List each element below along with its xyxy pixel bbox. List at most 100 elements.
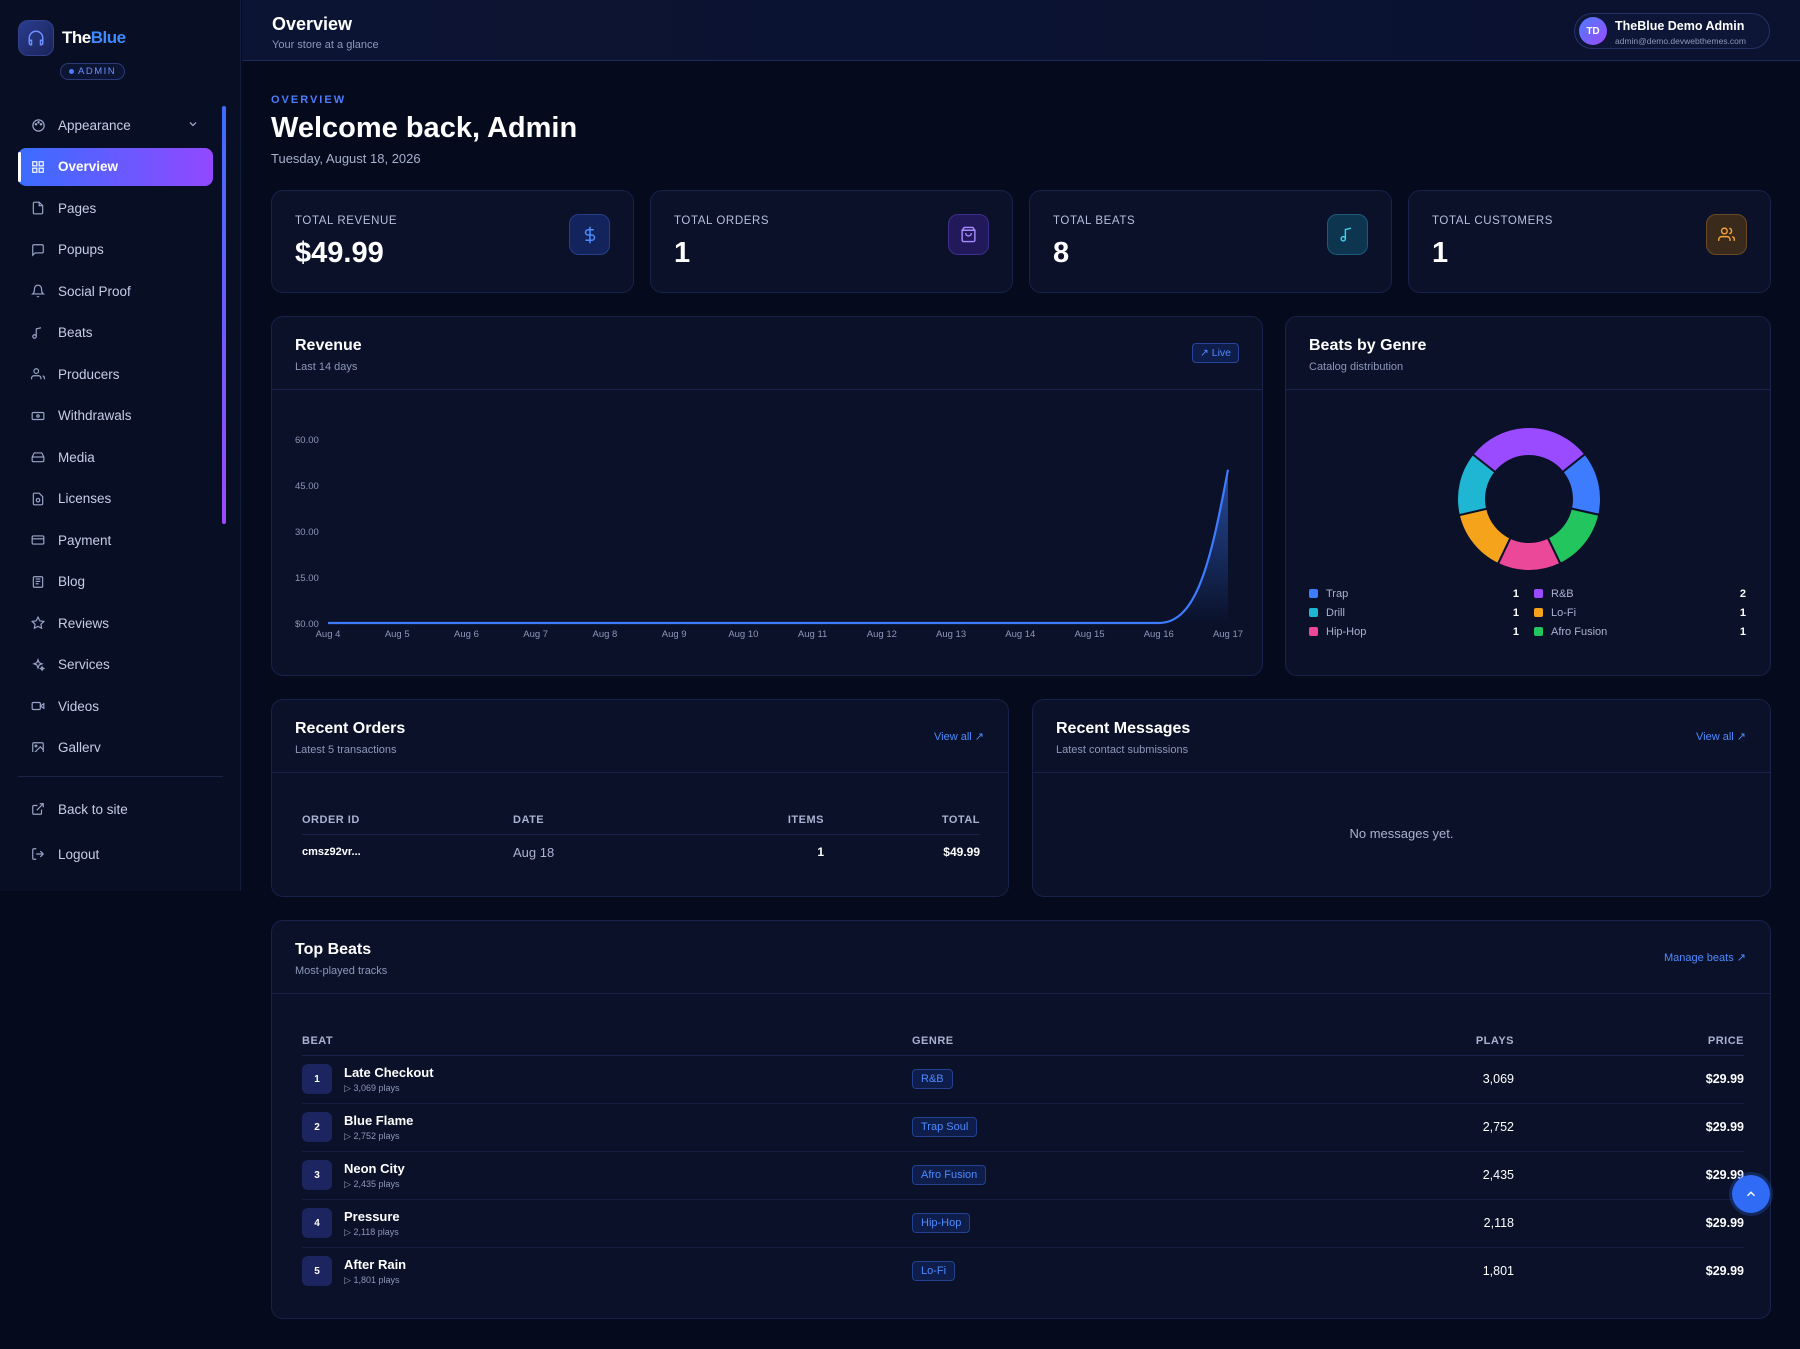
recent-messages-card: Recent Messages Latest contact submissio… — [1032, 699, 1771, 897]
legend-value: 2 — [1740, 588, 1746, 600]
user-name: TheBlue Demo Admin — [1615, 19, 1745, 33]
col-price: PRICE — [1707, 1034, 1744, 1047]
sidebar-item-pages[interactable]: Pages — [18, 189, 213, 227]
manage-beats-link[interactable]: Manage beats ↗ — [1664, 951, 1746, 964]
users-icon — [30, 366, 46, 382]
image-icon — [30, 740, 46, 752]
link-label: View all — [1696, 731, 1734, 743]
sidebar-item-videos[interactable]: Videos — [18, 687, 213, 725]
chevron-down-icon[interactable] — [187, 118, 199, 133]
beat-price: $29.99 — [1705, 1216, 1744, 1230]
sidebar-item-licenses[interactable]: Licenses — [18, 480, 213, 518]
arrow-up-right-icon: ↗ — [1736, 731, 1746, 743]
section-label: OVERVIEW — [271, 94, 347, 106]
genre-donut-chart: Trap 1 Drill 1 Hip-Hop 1 R&B 2 Lo-Fi 1 Afro Fusion… — [1309, 426, 1746, 638]
sidebar-scrollbar[interactable] — [222, 106, 226, 524]
user-email: admin@demo.devwebthemes.com — [1615, 36, 1746, 46]
sidebar: TheBlue ADMIN Appearance Overview Pages … — [0, 0, 241, 891]
legend-value: 1 — [1740, 607, 1746, 619]
messages-view-all-link[interactable]: View all ↗ — [1696, 730, 1746, 743]
col-total: TOTAL — [941, 813, 980, 826]
y-tick-label: 15.00 — [295, 573, 319, 584]
genre-tag[interactable]: Trap Soul — [912, 1117, 978, 1137]
grid-icon — [30, 159, 46, 175]
sidebar-item-withdrawals[interactable]: Withdrawals — [18, 397, 213, 435]
admin-badge: ADMIN — [60, 63, 126, 80]
sidebar-item-beats[interactable]: Beats — [18, 314, 213, 352]
donut-slice[interactable] — [1457, 507, 1512, 566]
user-menu[interactable]: TD TheBlue Demo Admin admin@demo.devwebt… — [1574, 13, 1770, 49]
donut-slice[interactable] — [1471, 426, 1587, 474]
x-tick-label: Aug 10 — [728, 629, 758, 640]
beat-cell: 2 Blue Flame ▷ 2,752 plays — [302, 1103, 912, 1151]
sidebar-item-overview[interactable]: Overview — [18, 147, 213, 186]
legend-label: R&B — [1551, 588, 1574, 600]
x-tick-label: Aug 7 — [523, 629, 548, 640]
table-header: BEAT GENRE PLAYS PRICE — [302, 1027, 1744, 1055]
genre-tag[interactable]: Lo-Fi — [912, 1261, 956, 1282]
sidebar-item-label: Social Proof — [58, 283, 131, 299]
beat-cell: 4 Pressure ▷ 2,118 plays — [302, 1199, 912, 1247]
external-link-icon — [30, 801, 46, 817]
beat-plays: 3,069 — [1482, 1072, 1514, 1086]
sidebar-item-gallery[interactable]: Gallery — [18, 729, 213, 752]
x-tick-label: Aug 11 — [798, 629, 827, 640]
sidebar-item-media[interactable]: Media — [18, 438, 213, 476]
table-row[interactable]: 1 Late Checkout ▷ 3,069 plays R&B 3,069 $29.9… — [302, 1055, 1744, 1103]
brand[interactable]: TheBlue — [18, 20, 126, 56]
legend-value: 1 — [1513, 588, 1519, 600]
sidebar-item-social-proof[interactable]: Social Proof — [18, 272, 213, 310]
beat-plays-sub: 2,118 plays — [353, 1226, 399, 1237]
stat-card-customers: TOTAL CUSTOMERS 1 — [1408, 190, 1771, 293]
card-divider — [1286, 389, 1770, 390]
beat-price: $29.99 — [1705, 1072, 1744, 1086]
orders-view-all-link[interactable]: View all ↗ — [934, 730, 984, 743]
col-date: DATE — [513, 813, 545, 826]
bell-icon — [30, 283, 46, 299]
table-row[interactable]: 4 Pressure ▷ 2,118 plays Hip-Hop 2,118 $29.99 — [302, 1199, 1744, 1247]
live-badge[interactable]: ↗ Live — [1192, 343, 1239, 363]
sidebar-item-reviews[interactable]: Reviews — [18, 604, 213, 642]
table-row[interactable]: 3 Neon City ▷ 2,435 plays Afro Fusion 2,435 $… — [302, 1151, 1744, 1199]
sidebar-item-payment[interactable]: Payment — [18, 521, 213, 559]
y-tick-label: 30.00 — [295, 527, 319, 538]
sidebar-item-label: Services — [58, 657, 110, 672]
orders-title: Recent Orders — [295, 720, 406, 737]
sidebar-item-blog[interactable]: Blog — [18, 563, 213, 601]
legend-label: Drill — [1326, 607, 1345, 619]
col-genre: GENRE — [912, 1034, 954, 1047]
sidebar-item-label: Appearance — [58, 117, 131, 133]
genre-cell: Hip-Hop — [912, 1199, 1312, 1247]
logout-icon — [30, 846, 46, 862]
legend-label: Lo-Fi — [1551, 607, 1576, 619]
music-note-icon — [30, 325, 46, 341]
beat-name: Neon City — [344, 1160, 405, 1176]
donut-slice[interactable] — [1456, 452, 1497, 517]
table-row[interactable]: 2 Blue Flame ▷ 2,752 plays Trap Soul 2,752 $2… — [302, 1103, 1744, 1151]
sidebar-item-producers[interactable]: Producers — [18, 355, 213, 393]
genre-tag[interactable]: R&B — [912, 1069, 953, 1089]
revenue-title: Revenue — [295, 337, 362, 354]
beat-plays: 2,752 — [1482, 1120, 1514, 1134]
legend-swatch — [1309, 608, 1318, 617]
genre-tag[interactable]: Afro Fusion — [912, 1165, 987, 1185]
dollar-icon — [569, 214, 610, 255]
sidebar-item-appearance[interactable]: Appearance — [18, 106, 213, 144]
logout-button[interactable]: Logout — [18, 835, 213, 873]
table-row[interactable]: cmsz92vr... Aug 18 1 $49.99 — [302, 834, 980, 870]
order-date: Aug 18 — [513, 844, 555, 860]
sidebar-item-popups[interactable]: Popups — [18, 231, 213, 269]
genre-tag[interactable]: Hip-Hop — [912, 1213, 971, 1233]
back-to-site-link[interactable]: Back to site — [18, 790, 213, 828]
table-row[interactable]: 5 After Rain ▷ 1,801 plays Lo-Fi 1,801 $29.99 — [302, 1247, 1744, 1295]
scroll-to-top-button[interactable] — [1732, 1175, 1770, 1213]
beat-price: $29.99 — [1705, 1264, 1744, 1279]
play-icon: ▷ — [344, 1226, 351, 1237]
beat-cell: 3 Neon City ▷ 2,435 plays — [302, 1151, 912, 1199]
sidebar-item-services[interactable]: Services — [18, 646, 213, 684]
sidebar-item-label: Licenses — [58, 491, 112, 506]
stat-label: TOTAL BEATS — [1053, 215, 1136, 227]
stat-card-orders: TOTAL ORDERS 1 — [650, 190, 1013, 293]
rank-badge: 5 — [302, 1256, 332, 1287]
